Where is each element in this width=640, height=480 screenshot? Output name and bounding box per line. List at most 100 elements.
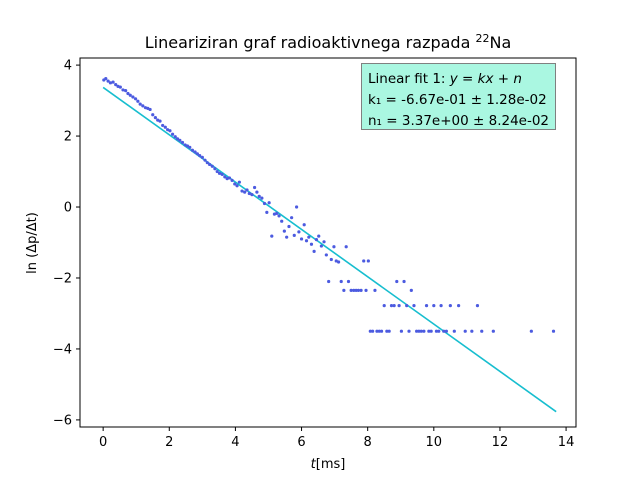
data-point (356, 288, 361, 292)
data-point (529, 329, 533, 333)
data-point (170, 132, 175, 136)
y-tick-label: −6 (53, 413, 72, 428)
data-point (424, 304, 429, 308)
data-point (180, 140, 185, 145)
data-point (359, 288, 363, 292)
data-point (480, 329, 484, 333)
data-point (339, 279, 343, 284)
data-point (437, 329, 441, 333)
data-points (102, 76, 556, 333)
data-point (267, 201, 271, 205)
data-point (439, 304, 443, 308)
data-point (188, 145, 192, 150)
fit-legend-line-1: Linear fit 1: y = kx + n (368, 69, 549, 90)
data-point (275, 211, 279, 216)
data-point (392, 304, 396, 308)
data-point (227, 176, 232, 180)
data-point (208, 162, 212, 167)
data-point (432, 304, 436, 308)
data-point (294, 205, 299, 209)
data-point (387, 329, 391, 333)
data-point (297, 230, 301, 234)
data-point (126, 91, 130, 96)
data-point (290, 216, 294, 220)
data-point (312, 249, 316, 253)
fit-legend-line-1-label: Linear fit 1: (368, 71, 450, 87)
y-tick-label: −4 (53, 342, 72, 357)
data-point (133, 97, 138, 101)
x-tick-label: 10 (426, 435, 443, 450)
data-point (427, 329, 431, 333)
data-point (158, 119, 162, 123)
x-axis-ticks: 0 2 4 6 8 10 12 14 (99, 427, 574, 450)
data-point (141, 104, 145, 108)
data-point (173, 135, 177, 139)
data-point (309, 242, 314, 246)
data-point (215, 169, 219, 174)
data-point (373, 288, 377, 292)
data-point (287, 224, 291, 229)
data-point (342, 288, 346, 292)
fit-legend-line-2: k₁ = -6.67e-01 ± 1.28e-02 (368, 92, 547, 108)
data-point (327, 279, 331, 284)
data-point (444, 329, 448, 333)
data-point (429, 329, 433, 333)
data-point (220, 172, 224, 176)
data-point (243, 190, 247, 194)
data-point (409, 288, 413, 292)
data-point (442, 329, 446, 333)
data-point (324, 253, 328, 257)
data-point (250, 193, 254, 197)
data-point (491, 329, 495, 333)
data-point (371, 329, 375, 333)
data-point (434, 329, 439, 333)
data-point (108, 81, 113, 85)
x-tick-label: 4 (231, 435, 239, 450)
data-point (417, 329, 421, 333)
data-point (153, 116, 157, 120)
data-point (422, 329, 426, 333)
data-point (319, 244, 323, 248)
fit-legend-equation: y = kx + n (449, 71, 522, 87)
data-point (452, 329, 456, 333)
data-point (285, 235, 289, 239)
chart-title: Lineariziran graf radioaktivnega razpada… (145, 32, 512, 52)
data-point (382, 304, 386, 308)
y-axis-ticks: 4 2 0 −2 −4 −6 (53, 59, 80, 428)
data-point (314, 238, 319, 242)
data-point (245, 188, 249, 192)
data-point (368, 329, 372, 333)
data-point (104, 76, 108, 81)
data-point (457, 304, 461, 308)
y-tick-label: 2 (64, 130, 72, 145)
data-point (233, 182, 237, 186)
data-point (399, 329, 404, 333)
x-axis-title: t[ms] (311, 457, 346, 472)
data-point (354, 288, 358, 292)
data-point (395, 279, 399, 284)
data-point (280, 219, 284, 223)
data-point (217, 171, 222, 175)
data-point (302, 223, 306, 227)
data-point (304, 239, 309, 243)
data-point (265, 210, 269, 214)
data-point (448, 304, 452, 308)
data-point (148, 107, 152, 112)
data-point (111, 80, 115, 84)
data-point (344, 245, 348, 249)
data-point (118, 85, 122, 89)
data-point (223, 175, 227, 179)
data-point (405, 304, 409, 308)
data-point (131, 95, 135, 99)
x-tick-label: 12 (492, 435, 509, 450)
x-tick-label: 0 (99, 435, 107, 450)
data-point (128, 93, 132, 97)
data-point (255, 190, 259, 194)
data-point (178, 138, 182, 142)
data-point (257, 194, 261, 198)
data-point (402, 279, 406, 284)
data-point (247, 191, 251, 196)
data-point (190, 148, 195, 152)
data-point (106, 79, 110, 83)
